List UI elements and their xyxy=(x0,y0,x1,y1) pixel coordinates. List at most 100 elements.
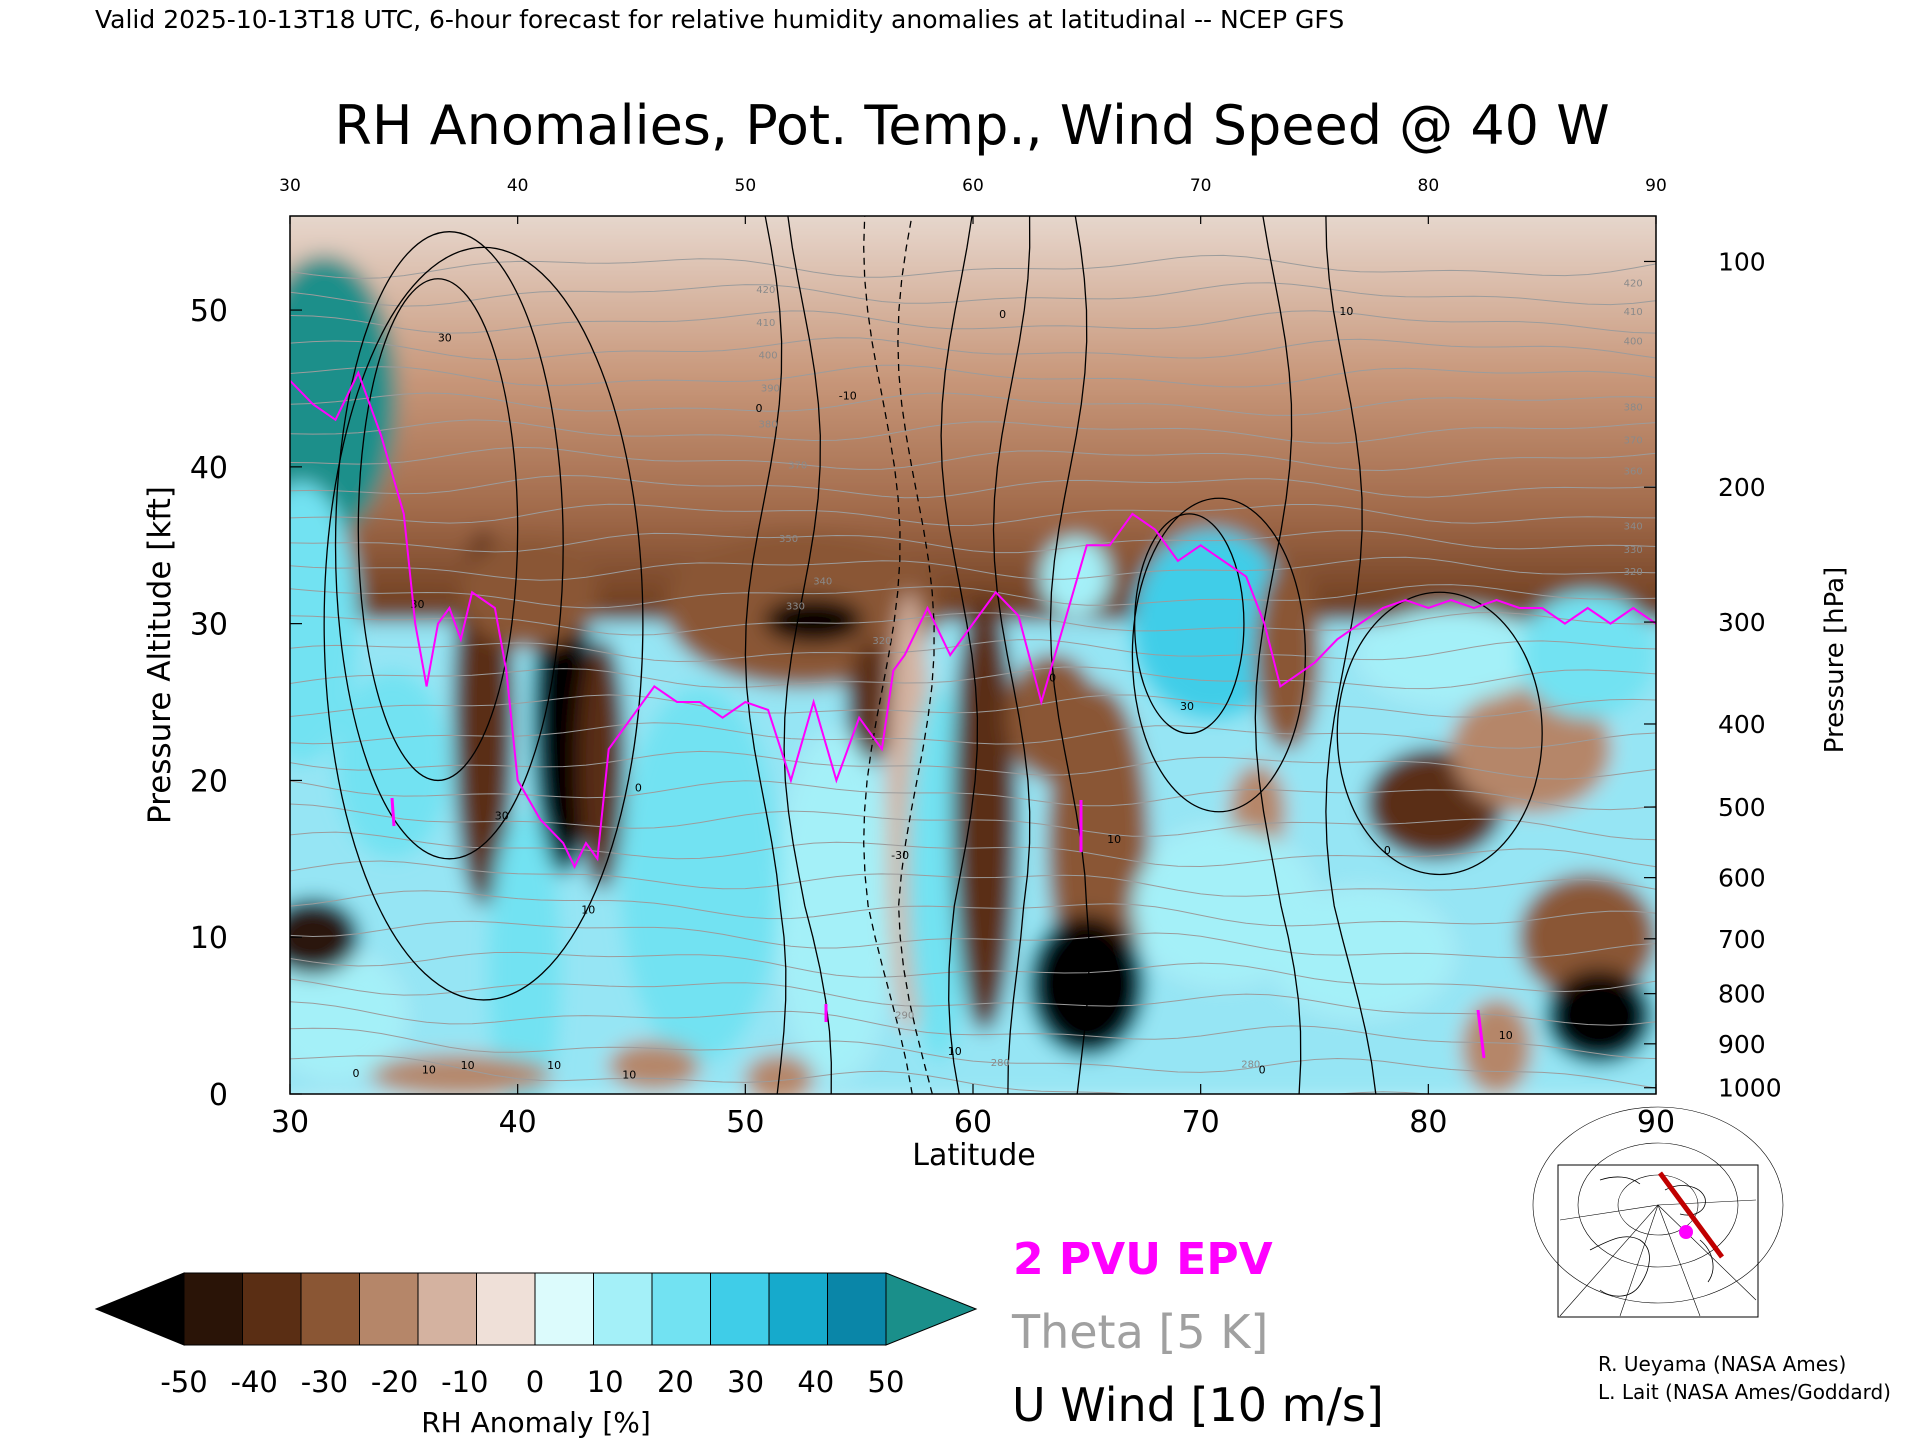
credit-line-2: L. Lait (NASA Ames/Goddard) xyxy=(1598,1380,1891,1404)
theta-label-8: 330 xyxy=(786,602,805,613)
x-tick-label-80: 80 xyxy=(1409,1105,1447,1140)
theta-contour-17 xyxy=(290,584,1656,609)
colorbar-over-triangle xyxy=(885,1272,978,1346)
theta-contour-14 xyxy=(290,666,1656,690)
rh-anomaly-blob-20 xyxy=(1029,913,1144,1055)
stratosphere-dry-band xyxy=(290,216,1656,620)
rh-anomaly-blob-13 xyxy=(847,639,894,765)
u-wind-contour-8 xyxy=(1325,216,1377,1094)
wind-label-3: 0 xyxy=(635,781,642,794)
rh-anomaly-blob-21 xyxy=(1041,537,1110,616)
legend-uwind: U Wind [10 m/s] xyxy=(1012,1378,1384,1432)
rh-anomaly-blob-7 xyxy=(460,537,598,648)
colorbar-tick-label-6: 10 xyxy=(587,1365,624,1399)
theta-contour-24 xyxy=(290,392,1656,416)
colorbar-tick-label-1: -40 xyxy=(231,1365,278,1399)
theta-contour-25 xyxy=(290,364,1656,388)
plot-area: 420 410 400 390 380 370 350 340 330 320 290 280 280 4… xyxy=(290,216,1656,1094)
x-tick-label-50: 50 xyxy=(726,1105,764,1140)
wind-label-0: 30 xyxy=(438,331,452,344)
wind-label-10: 10 xyxy=(1339,305,1353,318)
x-top-tick-label-70: 70 xyxy=(1190,176,1212,196)
wind-label-12: 0 xyxy=(1384,844,1391,857)
pressure-tick-label-400: 400 xyxy=(1718,710,1766,739)
colorbar-bin-7 xyxy=(593,1272,653,1346)
wind-label-15: 0 xyxy=(353,1067,360,1080)
x-top-tick-label-40: 40 xyxy=(507,176,529,196)
u-wind-contour-0 xyxy=(744,216,787,1094)
theta-label-4: 380 xyxy=(759,420,778,431)
x-top-tick-label-80: 80 xyxy=(1418,176,1440,196)
axes: 3030404050506060707080809090010203040501… xyxy=(190,176,1782,1140)
epv-small-segments xyxy=(390,797,1486,1059)
u-wind-closed-contour-2 xyxy=(1336,591,1543,876)
theta-label-19: 340 xyxy=(1624,522,1643,533)
colorbar-bin-4 xyxy=(417,1272,477,1346)
theta-contour-3 xyxy=(290,978,1656,1026)
colorbar-tick-label-3: -20 xyxy=(371,1365,418,1399)
colorbar-tick-label-10: 50 xyxy=(868,1365,905,1399)
colorbar-bin-5 xyxy=(476,1272,536,1346)
y-tick-label-20: 20 xyxy=(190,764,228,799)
wind-label-14: 10 xyxy=(581,904,595,917)
x-tick-label-40: 40 xyxy=(499,1105,537,1140)
theta-contour-8 xyxy=(290,831,1656,868)
wind-label-22: 10 xyxy=(1583,1007,1597,1020)
theta-label-11: 280 xyxy=(991,1058,1010,1069)
wind-label-19: 10 xyxy=(622,1068,636,1081)
theta-label-17: 370 xyxy=(1624,435,1643,446)
colorbar-label: RH Anomaly [%] xyxy=(421,1406,651,1439)
y-tick-label-0: 0 xyxy=(209,1078,228,1113)
header-line: Valid 2025-10-13T18 UTC, 6-hour forecast… xyxy=(95,5,1344,34)
theta-label-12: 280 xyxy=(1241,1059,1260,1070)
colorbar-bin-6 xyxy=(534,1272,594,1346)
locator-marker xyxy=(1679,1225,1693,1239)
u-wind-contour-4 xyxy=(940,216,979,1094)
u-wind-jet-contour-1 xyxy=(334,231,564,860)
theta-contour-0 xyxy=(290,1055,1656,1094)
theta-label-21: 320 xyxy=(1624,567,1643,578)
colorbar-bin-10 xyxy=(768,1272,828,1346)
theta-contour-12 xyxy=(290,722,1656,749)
u-wind-jet-contour-0 xyxy=(357,278,519,782)
x-top-tick-label-90: 90 xyxy=(1645,176,1667,196)
x-top-tick-label-30: 30 xyxy=(279,176,301,196)
pressure-tick-label-700: 700 xyxy=(1718,925,1766,954)
pressure-tick-label-300: 300 xyxy=(1718,608,1766,637)
colorbar-bin-3 xyxy=(359,1272,419,1346)
u-wind-jet-contour-2 xyxy=(323,246,644,1001)
wind-label-7: 0 xyxy=(999,308,1006,321)
x-tick-label-70: 70 xyxy=(1182,1105,1220,1140)
rh-anomaly-blob-0 xyxy=(290,255,397,538)
theta-label-6: 350 xyxy=(779,534,798,545)
wind-label-17: 10 xyxy=(461,1059,475,1072)
theta-label-5: 370 xyxy=(788,460,807,471)
colorbar-tick-label-4: -10 xyxy=(441,1365,488,1399)
chart-title: RH Anomalies, Pot. Temp., Wind Speed @ 4… xyxy=(334,94,1609,157)
theta-contour-11 xyxy=(290,750,1656,780)
u-wind-contour-1 xyxy=(783,216,832,1094)
u-wind-contours xyxy=(323,216,1543,1094)
rh-anomaly-blob-30 xyxy=(1519,592,1656,718)
u-wind-contour-7 xyxy=(1254,216,1302,1094)
rh-anomaly-blobs xyxy=(290,255,1656,1094)
locator-map-frame xyxy=(1557,1164,1759,1318)
rh-anomaly-blob-2 xyxy=(335,670,450,859)
u-wind-closed-contour-1 xyxy=(1131,497,1307,813)
colorbar-tick-label-8: 30 xyxy=(727,1365,764,1399)
epv-2pvu-line xyxy=(290,370,1656,869)
y2-axis-label: Pressure [hPa] xyxy=(1820,567,1850,754)
rh-anomaly-blob-22 xyxy=(1132,529,1292,718)
x-top-tick-label-60: 60 xyxy=(962,176,984,196)
contour-labels: 420 410 400 390 380 370 350 340 330 320 290 280 280 4… xyxy=(353,279,1643,1082)
epv-segment-82n xyxy=(1476,1009,1486,1059)
colorbar-tick-label-7: 20 xyxy=(657,1365,694,1399)
colorbar-bin-8 xyxy=(651,1272,711,1346)
theta-contour-16 xyxy=(290,611,1656,636)
rh-anomaly-blob-31 xyxy=(1519,874,1656,1000)
colorbar-tick-labels: -50 -40 -30 -20 -10 0 10 20 30 40 50 xyxy=(160,1365,904,1399)
wind-label-18: 10 xyxy=(547,1059,561,1072)
theta-contour-18 xyxy=(290,556,1656,581)
u-wind-contour-2 xyxy=(863,216,913,1094)
y-tick-label-40: 40 xyxy=(190,451,228,486)
